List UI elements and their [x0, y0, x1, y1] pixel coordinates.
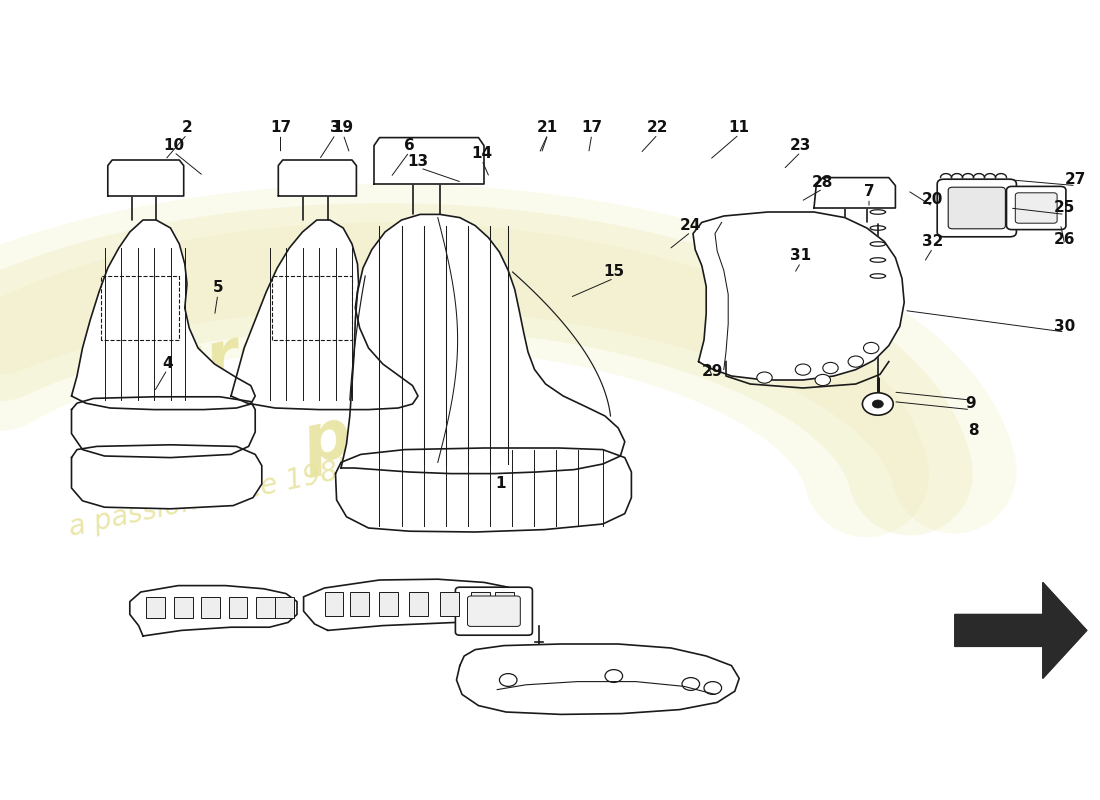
Polygon shape	[336, 448, 631, 532]
Text: 23: 23	[790, 138, 812, 153]
Text: 32: 32	[922, 234, 944, 249]
Text: 29: 29	[702, 365, 724, 379]
Circle shape	[605, 670, 623, 682]
Bar	[146, 597, 165, 618]
Text: 20: 20	[922, 193, 944, 207]
Bar	[350, 592, 368, 616]
FancyBboxPatch shape	[937, 179, 1016, 237]
Text: 11: 11	[728, 121, 750, 135]
Text: 3: 3	[330, 121, 341, 135]
Circle shape	[848, 356, 864, 367]
Bar	[379, 592, 398, 616]
Text: 2: 2	[182, 121, 192, 135]
Text: 1: 1	[495, 477, 506, 491]
Circle shape	[499, 674, 517, 686]
Text: 15: 15	[603, 265, 625, 279]
Polygon shape	[72, 220, 255, 410]
Polygon shape	[955, 582, 1087, 678]
Circle shape	[795, 364, 811, 375]
FancyBboxPatch shape	[455, 587, 532, 635]
Text: 17: 17	[270, 121, 292, 135]
Text: 6: 6	[404, 138, 415, 153]
Text: 19: 19	[332, 121, 354, 135]
Bar	[256, 597, 275, 618]
Polygon shape	[72, 397, 255, 458]
Text: 17: 17	[581, 121, 603, 135]
Text: 4: 4	[162, 357, 173, 371]
FancyBboxPatch shape	[1006, 186, 1066, 230]
Circle shape	[682, 678, 700, 690]
Bar	[229, 597, 248, 618]
Text: 8: 8	[968, 423, 979, 438]
Text: 14: 14	[471, 146, 493, 161]
Circle shape	[872, 400, 883, 408]
Text: 28: 28	[812, 175, 834, 190]
Circle shape	[757, 372, 772, 383]
Text: 10: 10	[163, 138, 185, 153]
Polygon shape	[456, 644, 739, 714]
Bar	[409, 592, 428, 616]
Text: 31: 31	[790, 249, 812, 263]
Bar	[495, 592, 514, 616]
Bar	[471, 592, 490, 616]
Text: 30: 30	[1054, 319, 1076, 334]
Polygon shape	[108, 160, 184, 196]
Circle shape	[864, 342, 879, 354]
Polygon shape	[72, 445, 262, 509]
Text: 13: 13	[407, 154, 429, 169]
Polygon shape	[304, 579, 521, 630]
Circle shape	[823, 362, 838, 374]
Polygon shape	[814, 178, 895, 208]
Text: 27: 27	[1065, 173, 1087, 187]
Text: 7: 7	[864, 185, 874, 199]
Text: 22: 22	[647, 121, 669, 135]
Polygon shape	[374, 138, 484, 184]
Text: 25: 25	[1054, 201, 1076, 215]
Polygon shape	[231, 220, 418, 410]
Text: parts: parts	[297, 373, 504, 478]
Bar	[275, 597, 294, 618]
Text: 24: 24	[680, 218, 702, 233]
Circle shape	[862, 393, 893, 415]
FancyBboxPatch shape	[948, 187, 1005, 229]
Text: 9: 9	[965, 397, 976, 411]
Text: europ: europ	[110, 304, 338, 414]
Text: 21: 21	[537, 121, 559, 135]
Polygon shape	[278, 160, 356, 196]
Bar	[174, 597, 192, 618]
FancyBboxPatch shape	[1015, 193, 1057, 223]
Text: 5: 5	[212, 281, 223, 295]
Bar	[324, 592, 343, 616]
Bar	[440, 592, 459, 616]
Text: a passion since 1985: a passion since 1985	[66, 454, 358, 542]
Text: 26: 26	[1054, 233, 1076, 247]
FancyBboxPatch shape	[468, 596, 520, 626]
Circle shape	[704, 682, 722, 694]
Polygon shape	[341, 214, 625, 474]
Polygon shape	[693, 212, 904, 380]
Bar	[201, 597, 220, 618]
Polygon shape	[130, 586, 297, 636]
Circle shape	[815, 374, 830, 386]
